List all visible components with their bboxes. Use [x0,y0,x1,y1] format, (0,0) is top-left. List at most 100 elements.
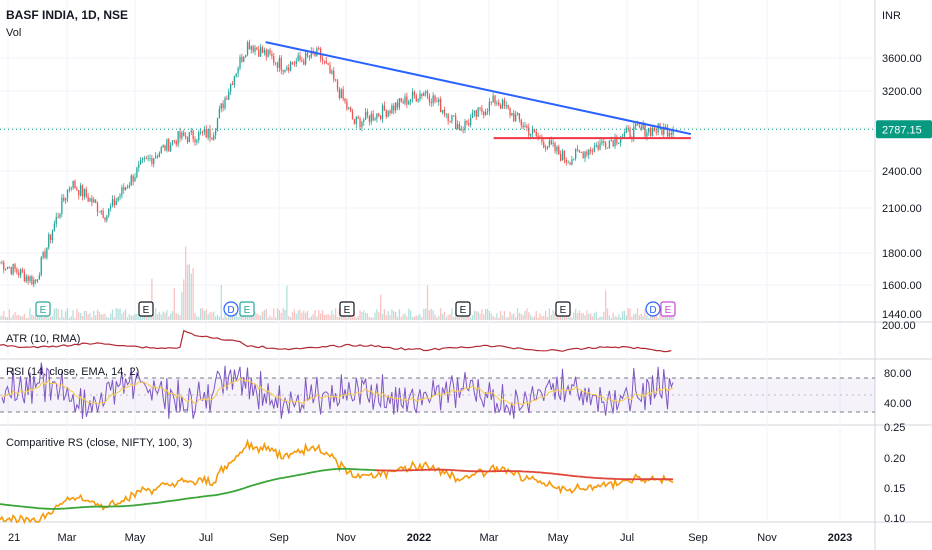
candle [149,154,151,162]
candle [83,188,86,200]
candle [591,148,594,155]
candle [216,117,219,132]
grid-lines [0,0,875,522]
candle [8,266,11,269]
volume-bar [286,285,288,320]
candle [147,154,149,162]
volume-bar [524,311,526,320]
candle [284,69,286,74]
candle [469,113,472,128]
descending-trendline[interactable] [265,41,692,136]
candle [102,208,104,219]
volume-bar [100,314,102,320]
volume-bar [370,317,372,320]
volume-bar [0,316,1,320]
candle [274,62,277,66]
volume-bar [614,316,616,320]
earnings-marker[interactable]: E [555,301,571,317]
candle [109,203,112,212]
volume-bar [267,317,269,320]
volume-bar [66,308,69,320]
candle [336,79,339,92]
candle [151,155,153,167]
volume-bar [357,315,359,320]
dividend-marker[interactable]: D [645,301,661,317]
candle [348,106,350,110]
candle [273,52,275,66]
price-axis[interactable]: 3600.003200.002800.002400.002100.001800.… [882,53,922,292]
volume-bar [61,309,63,320]
candle [323,60,326,65]
candle [604,140,607,150]
candle [258,45,260,57]
volume-bar [513,313,515,320]
dividend-marker[interactable]: D [223,301,239,317]
candle [573,158,575,161]
candle [589,147,592,155]
candle [213,132,215,141]
volume-bar [417,315,419,320]
volume-bar [559,314,562,320]
candle [196,138,198,146]
volume-bar [539,313,541,320]
candle [160,145,162,154]
volume-bar [552,309,554,320]
candle [1,260,3,265]
volume-bar [471,315,474,320]
price-candles[interactable] [0,39,674,288]
candle [513,109,515,123]
earnings-marker[interactable]: E [138,301,154,317]
candle [419,90,421,102]
volume-bar [235,311,237,320]
candle [514,110,517,122]
earnings-marker[interactable]: E [455,301,471,317]
volume-bar [173,288,176,320]
volume-bar [494,317,496,320]
volume-bar [284,309,286,320]
volume-bar [94,315,97,320]
candle [603,138,605,147]
earnings-marker[interactable]: E [35,301,51,317]
volume-bar [78,312,80,320]
atr-axis-tick: 200.00 [882,320,916,332]
candle [597,140,599,152]
volume-bar [147,314,149,320]
candle [499,103,502,110]
volume-bar [391,309,393,320]
candle [263,47,266,56]
candle [98,211,101,213]
volume-bar [458,317,461,320]
crs-axis-tick-0.10: 0.10 [884,513,905,525]
candle [559,150,562,162]
time-axis[interactable]: 21 Mar May Jul Sep Nov 2022 Mar May Jul Sep Nov 2023 [8,532,852,544]
candle [203,126,206,136]
candle [417,98,419,103]
volume-bar [109,313,112,320]
candle [233,75,236,88]
candle [265,48,267,61]
candle [51,229,54,244]
candle [398,98,401,111]
candle [271,50,273,60]
candle [376,113,378,123]
volume-bar [423,308,425,320]
earnings-marker[interactable]: E [339,301,355,317]
candle [505,101,507,110]
candle [458,121,461,131]
earnings-marker[interactable]: E [660,301,676,317]
candle [471,109,474,119]
volume-bar [111,309,114,320]
volume-bar [318,310,320,320]
candle [289,60,292,72]
volume-bar [254,311,256,320]
volume-bar [589,313,592,320]
candle [447,113,449,125]
candle [563,150,566,164]
volume-bar [543,315,545,320]
svg-text:D: D [649,305,656,316]
volume-bar [633,313,635,320]
volume-bar [353,311,356,320]
earnings-marker[interactable]: E [239,301,255,317]
volume-bar [644,309,646,320]
